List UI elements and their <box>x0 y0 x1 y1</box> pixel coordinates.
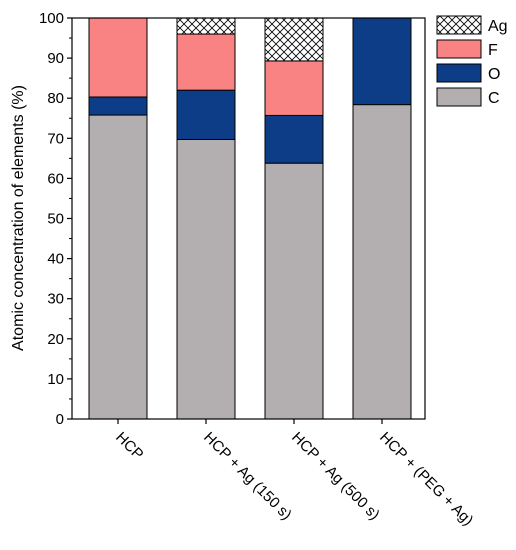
bar-o-hcp-ag-500-s <box>264 114 324 164</box>
bar-o-hcp-ag-150-s <box>176 89 236 141</box>
x-tick-label-hcp: HCP <box>112 429 146 463</box>
y-axis-title: Atomic concentration of elements (%) <box>10 85 27 351</box>
bar-c-hcp-ag-150-s <box>176 139 236 420</box>
y-tick-label-90: 90 <box>47 50 64 67</box>
y-tick-label-100: 100 <box>39 10 64 27</box>
y-tick-label-70: 70 <box>47 130 64 147</box>
x-axis: HCP HCP + Ag (150 s)HCP + Ag (500 s)HCP +… <box>112 419 476 529</box>
legend-label-f: F <box>488 42 498 59</box>
bar-c-hcp <box>88 114 148 420</box>
bar-c-hcp-ag-500-s <box>264 162 324 420</box>
legend-swatch-ag <box>436 15 482 35</box>
y-tick-label-80: 80 <box>47 90 64 107</box>
y-tick-label-10: 10 <box>47 371 64 388</box>
bar-f-hcp-ag-150-s <box>176 33 236 91</box>
legend: Ag FOC <box>436 15 508 107</box>
x-tick-label-hcp-ag-150-s: HCP + Ag (150 s) <box>200 429 295 524</box>
y-axis: 0 10 20 30 40 50 60 70 80 90 100 <box>39 10 72 428</box>
legend-swatch-c <box>436 87 482 107</box>
legend-label-c: C <box>488 90 500 107</box>
bars-layer <box>88 17 412 420</box>
y-tick-label-40: 40 <box>47 251 64 268</box>
legend-swatch-f <box>436 39 482 59</box>
bar-c-hcp-peg-ag <box>352 104 412 420</box>
bar-ag-hcp-ag-500-s <box>264 17 324 62</box>
bar-f-hcp <box>88 17 148 98</box>
legend-swatch-o <box>436 63 482 83</box>
legend-label-o: O <box>488 66 500 83</box>
y-tick-label-20: 20 <box>47 331 64 348</box>
y-tick-label-60: 60 <box>47 170 64 187</box>
legend-label-ag: Ag <box>488 18 508 35</box>
bar-o-hcp <box>88 96 148 116</box>
x-tick-label-hcp-ag-500-s: HCP + Ag (500 s) <box>288 429 383 524</box>
bar-f-hcp-ag-500-s <box>264 60 324 116</box>
bar-ag-hcp-ag-150-s <box>176 17 236 35</box>
x-tick-label-hcp-peg-ag: HCP + (PEG + Ag) <box>376 429 476 529</box>
bar-o-hcp-peg-ag <box>352 17 412 106</box>
y-tick-label-0: 0 <box>56 411 64 428</box>
y-tick-label-50: 50 <box>47 211 64 228</box>
y-tick-label-30: 30 <box>47 291 64 308</box>
